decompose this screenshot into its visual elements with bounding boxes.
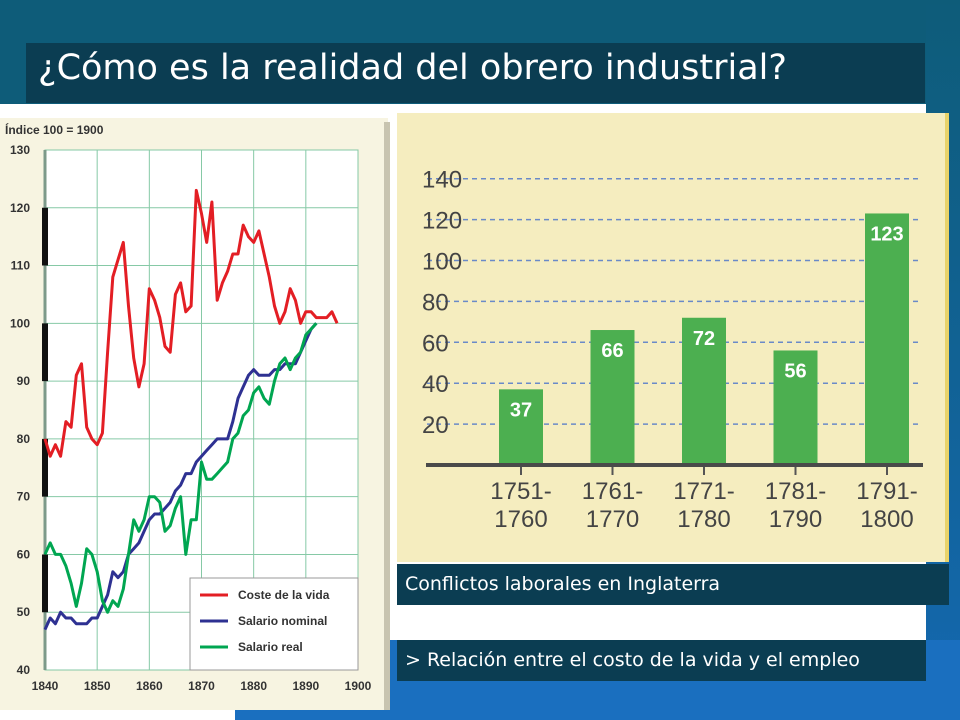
bar-category-label: 1760 (494, 506, 547, 533)
relation-caption: > Relación entre el costo de la vida y e… (397, 640, 926, 681)
bar-data-label: 56 (784, 360, 806, 382)
line-y-tick-label: 100 (10, 316, 30, 330)
line-y-tick-label: 40 (17, 663, 31, 677)
line-x-tick-label: 1890 (292, 679, 319, 693)
bar-y-tick-label: 80 (422, 289, 449, 316)
legend-label: Salario nominal (238, 614, 327, 628)
bar-y-tick-label: 140 (422, 167, 462, 194)
bar-chart-panel-edge (945, 113, 949, 562)
line-y-tick-label: 120 (10, 201, 30, 215)
bar-category-label: 1761- (582, 478, 643, 505)
index-note: Índice 100 = 1900 (5, 122, 104, 137)
line-x-tick-label: 1860 (136, 679, 163, 693)
bar-category-label: 1770 (586, 506, 639, 533)
line-y-tick-label: 130 (10, 143, 30, 157)
bar-category-label: 1800 (860, 506, 913, 533)
title-bar (26, 43, 925, 103)
bar (865, 213, 909, 465)
bar (682, 317, 726, 465)
bar-category-label: 1771- (673, 478, 734, 505)
legend-label: Coste de la vida (238, 588, 330, 602)
bar-data-label: 123 (870, 223, 903, 245)
bar-y-tick-label: 60 (422, 330, 449, 357)
bar-category-label: 1790 (769, 506, 822, 533)
bar-category-label: 1780 (677, 506, 730, 533)
bar (499, 389, 543, 465)
bar-category-label: 1791- (856, 478, 917, 505)
bar-y-tick-label: 120 (422, 208, 462, 235)
bar-data-label: 37 (510, 399, 532, 421)
line-x-tick-label: 1870 (188, 679, 215, 693)
bar-chart: 20 40 60 80 100 120 140 37 1751-1760 66 1761-1770 7… (422, 167, 923, 533)
line-x-tick-label: 1850 (84, 679, 111, 693)
line-legend (189, 577, 359, 671)
legend-label: Salario real (238, 640, 303, 654)
line-y-tick-label: 70 (17, 490, 31, 504)
line-y-tick-label: 110 (11, 259, 31, 273)
line-x-tick-label: 1900 (345, 679, 372, 693)
line-chart-panel-shadow (384, 122, 390, 710)
slide-title: ¿Cómo es la realidad del obrero industri… (38, 48, 787, 88)
line-series-1 (43, 188, 339, 458)
bar-category-label: 1751- (490, 478, 551, 505)
bar (590, 330, 635, 465)
bar-y-tick-label: 40 (422, 371, 449, 398)
bar-chart-caption: Conflictos laborales en Inglaterra (397, 564, 949, 605)
bar-category-label: 1781- (765, 478, 826, 505)
line-y-tick-label: 50 (17, 605, 31, 619)
bar-y-tick-label: 20 (422, 412, 449, 439)
bar-y-tick-label: 100 (422, 249, 462, 276)
bar-data-label: 66 (601, 340, 623, 362)
bar-chart-panel (397, 113, 947, 562)
line-y-tick-label: 80 (17, 432, 31, 446)
line-y-tick-label: 90 (17, 374, 31, 388)
line-x-tick-label: 1880 (240, 679, 267, 693)
line-series-2 (43, 322, 318, 631)
line-y-tick-label: 60 (17, 547, 31, 561)
line-series-3 (43, 322, 318, 614)
bar-data-label: 72 (693, 328, 715, 350)
bar (773, 350, 818, 465)
line-chart: Índice 100 = 1900 40 50 60 70 80 90 100 110 120 13… (5, 122, 372, 693)
line-x-tick-label: 1840 (32, 679, 59, 693)
